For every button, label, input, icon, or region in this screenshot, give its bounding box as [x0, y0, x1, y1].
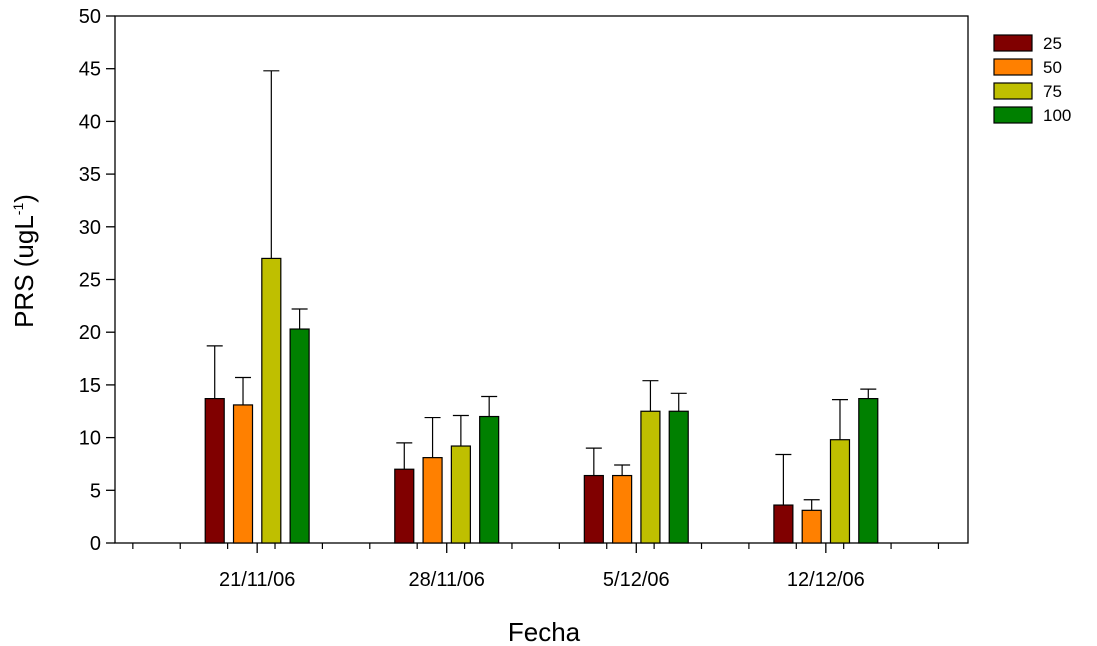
y-tick-label: 35 — [79, 164, 101, 186]
y-tick-label: 25 — [79, 270, 101, 292]
x-axis: 21/11/06 28/11/06 5/12/06 12/12/06 — [132, 543, 940, 591]
x-axis-title: Fecha — [508, 617, 581, 646]
y-tick-label: 40 — [79, 111, 101, 133]
legend-swatch — [993, 58, 1033, 76]
bar — [858, 398, 879, 544]
bar — [583, 474, 604, 544]
y-tick-label: 15 — [79, 375, 101, 397]
bar — [479, 415, 500, 544]
x-tick-label: 5/12/06 — [603, 569, 670, 591]
legend-label: 25 — [1043, 34, 1062, 53]
bar — [450, 445, 471, 544]
y-tick-label: 45 — [79, 59, 101, 81]
legend-label: 50 — [1043, 58, 1062, 77]
bar — [829, 439, 851, 544]
legend-label: 75 — [1043, 82, 1062, 101]
bar — [204, 398, 225, 544]
y-tick-label: 0 — [90, 533, 101, 555]
bar — [394, 468, 415, 544]
bar — [773, 504, 794, 544]
bar — [422, 457, 443, 544]
legend-swatch — [993, 82, 1033, 100]
y-tick-label: 50 — [79, 6, 101, 28]
legend-label: 100 — [1043, 106, 1071, 125]
y-tick-label: 5 — [90, 480, 101, 502]
legend-swatch — [993, 34, 1033, 52]
y-tick-label: 10 — [79, 428, 101, 450]
bar — [668, 410, 689, 544]
bar-series-group — [204, 70, 879, 544]
y-tick-label: 30 — [79, 217, 101, 239]
x-tick-label: 28/11/06 — [409, 569, 485, 591]
x-tick-label: 21/11/06 — [219, 569, 295, 591]
bar — [640, 410, 661, 544]
bar — [612, 474, 633, 544]
legend: 25 50 75 100 — [993, 34, 1071, 125]
bar — [261, 257, 282, 544]
y-axis: 0 5 10 15 20 25 30 35 40 45 50 — [79, 6, 115, 555]
y-tick-label: 20 — [79, 322, 101, 344]
x-tick-label: 12/12/06 — [787, 569, 865, 591]
bar — [232, 404, 254, 544]
bar — [801, 509, 822, 544]
bar — [289, 328, 310, 544]
y-axis-title: PRS (ugL-1) — [9, 194, 39, 328]
legend-swatch — [993, 106, 1033, 124]
